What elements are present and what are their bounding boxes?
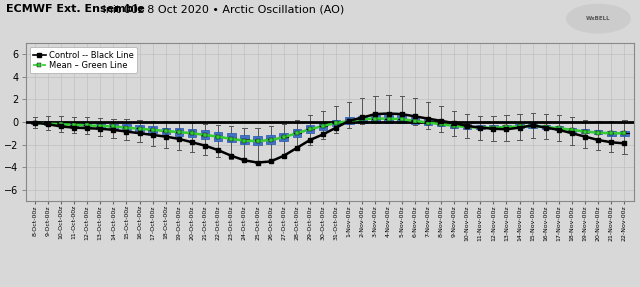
Bar bbox=[188, 129, 196, 137]
Bar bbox=[31, 121, 39, 124]
Bar bbox=[620, 131, 628, 135]
Bar bbox=[594, 130, 602, 134]
Bar bbox=[148, 127, 157, 133]
Bar bbox=[397, 115, 406, 123]
Bar bbox=[424, 119, 432, 125]
Bar bbox=[57, 122, 65, 127]
Bar bbox=[541, 125, 550, 129]
Bar bbox=[240, 135, 249, 144]
Bar bbox=[227, 133, 236, 142]
Bar bbox=[436, 121, 445, 127]
Bar bbox=[568, 128, 576, 131]
Bar bbox=[515, 124, 524, 128]
Bar bbox=[476, 125, 484, 129]
Bar bbox=[253, 135, 262, 145]
Bar bbox=[555, 126, 563, 130]
Bar bbox=[529, 124, 537, 128]
Bar bbox=[489, 125, 498, 129]
Bar bbox=[292, 129, 301, 137]
Bar bbox=[306, 125, 314, 133]
Bar bbox=[371, 115, 380, 123]
Text: Init 00z 8 Oct 2020 • Arctic Oscillation (AO): Init 00z 8 Oct 2020 • Arctic Oscillation… bbox=[99, 4, 344, 14]
Bar bbox=[280, 133, 288, 141]
Bar bbox=[266, 135, 275, 144]
Bar bbox=[345, 117, 353, 124]
Bar bbox=[384, 115, 393, 123]
Bar bbox=[201, 130, 209, 139]
Bar bbox=[175, 128, 183, 135]
Bar bbox=[70, 123, 78, 128]
Circle shape bbox=[567, 4, 630, 33]
Bar bbox=[96, 123, 104, 129]
Bar bbox=[410, 117, 419, 124]
Legend: Control -- Black Line, Mean – Green Line: Control -- Black Line, Mean – Green Line bbox=[30, 47, 137, 73]
Bar bbox=[607, 131, 616, 135]
Bar bbox=[83, 123, 92, 128]
Bar bbox=[319, 122, 327, 130]
Bar bbox=[502, 125, 511, 129]
Bar bbox=[109, 124, 118, 129]
Text: WxBELL: WxBELL bbox=[586, 16, 611, 21]
Bar bbox=[214, 132, 223, 141]
Bar bbox=[463, 124, 472, 129]
Bar bbox=[450, 123, 458, 128]
Bar bbox=[122, 124, 131, 130]
Bar bbox=[135, 125, 144, 131]
Bar bbox=[161, 128, 170, 134]
Text: ECMWF Ext. Ensemble: ECMWF Ext. Ensemble bbox=[6, 4, 145, 14]
Bar bbox=[581, 129, 589, 133]
Bar bbox=[44, 121, 52, 125]
Bar bbox=[358, 116, 367, 123]
Bar bbox=[332, 120, 340, 127]
